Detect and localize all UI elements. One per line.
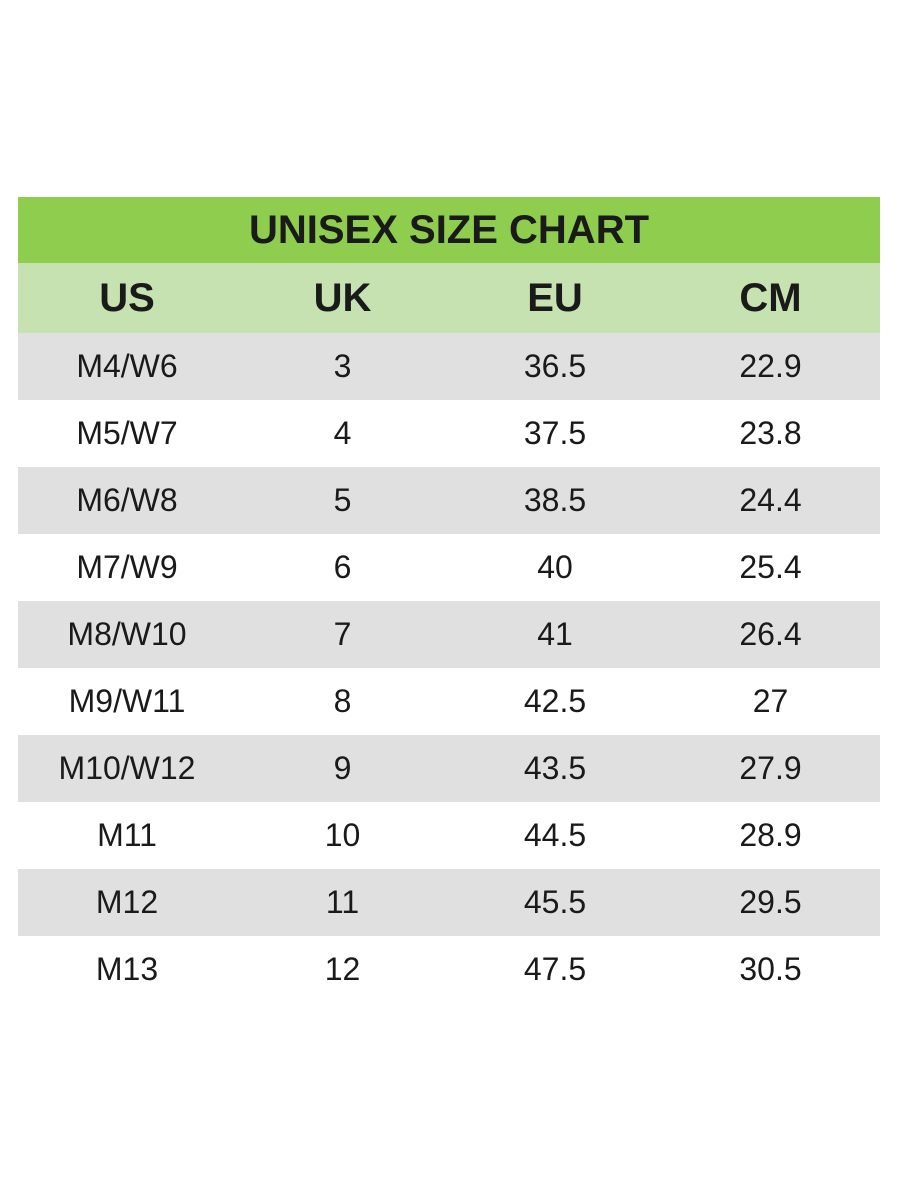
cell-uk: 6 xyxy=(333,549,352,585)
table-row: M7/W9 6 40 25.4 xyxy=(18,534,880,601)
cell-eu: 41 xyxy=(537,616,573,652)
cell-cm: 26.4 xyxy=(739,616,802,652)
cell-cm: 27.9 xyxy=(739,750,802,786)
cell-eu: 40 xyxy=(537,549,573,585)
cell-eu: 38.5 xyxy=(523,482,587,518)
cell-us: M6/W8 xyxy=(76,482,178,518)
cell-us: M4/W6 xyxy=(76,348,178,384)
cell-eu: 44.5 xyxy=(523,817,587,853)
cell-us: M13 xyxy=(95,951,159,987)
cell-us: M9/W11 xyxy=(68,683,186,719)
cell-cm: 23.8 xyxy=(739,415,802,451)
table-row: M5/W7 4 37.5 23.8 xyxy=(18,400,880,467)
table-row: M10/W12 9 43.5 27.9 xyxy=(18,735,880,802)
cell-cm: 30.5 xyxy=(739,951,802,987)
cell-us: M11 xyxy=(97,817,157,853)
column-header-cm: CM xyxy=(739,275,802,320)
cell-uk: 10 xyxy=(324,817,361,853)
cell-uk: 9 xyxy=(333,750,352,786)
cell-eu: 36.5 xyxy=(523,348,587,384)
table-row: M4/W6 3 36.5 22.9 xyxy=(18,333,880,400)
cell-us: M8/W10 xyxy=(67,616,187,652)
header-row: US UK EU CM xyxy=(18,263,880,333)
cell-us: M12 xyxy=(95,884,159,920)
cell-uk: 7 xyxy=(333,616,352,652)
table-row: M9/W11 8 42.5 27 xyxy=(18,668,880,735)
column-header-eu: EU xyxy=(527,275,583,320)
table-row: M11 10 44.5 28.9 xyxy=(18,802,880,869)
cell-us: M5/W7 xyxy=(76,415,178,451)
table-body: M4/W6 3 36.5 22.9 M5/W7 4 37.5 23.8 M6/W8 5 38.5 24… xyxy=(18,333,880,1003)
cell-eu: 37.5 xyxy=(523,415,587,451)
cell-eu: 42.5 xyxy=(523,683,587,719)
cell-eu: 47.5 xyxy=(523,951,587,987)
table-row: M8/W10 7 41 26.4 xyxy=(18,601,880,668)
cell-uk: 12 xyxy=(324,951,361,987)
size-chart-table: UNISEX SIZE CHART US UK EU CM M4/W6 3 36.5… xyxy=(18,197,880,1003)
cell-cm: 24.4 xyxy=(739,482,802,518)
cell-uk: 5 xyxy=(333,482,352,518)
table-row: M12 11 45.5 29.5 xyxy=(18,869,880,936)
cell-us: M7/W9 xyxy=(76,549,178,585)
chart-title: UNISEX SIZE CHART xyxy=(18,197,880,263)
cell-cm: 29.5 xyxy=(739,884,802,920)
cell-eu: 45.5 xyxy=(523,884,587,920)
cell-uk: 4 xyxy=(333,415,352,451)
cell-eu: 43.5 xyxy=(523,750,587,786)
cell-cm: 27 xyxy=(752,683,789,719)
column-header-uk: UK xyxy=(313,275,372,320)
table-row: M13 12 47.5 30.5 xyxy=(18,936,880,1003)
table-row: M6/W8 5 38.5 24.4 xyxy=(18,467,880,534)
cell-cm: 28.9 xyxy=(739,817,802,853)
cell-cm: 25.4 xyxy=(739,549,802,585)
cell-uk: 8 xyxy=(333,683,352,719)
cell-uk: 3 xyxy=(333,348,352,384)
cell-us: M10/W12 xyxy=(58,750,196,786)
column-header-us: US xyxy=(99,275,155,320)
cell-cm: 22.9 xyxy=(739,348,802,384)
cell-uk: 11 xyxy=(325,884,360,920)
